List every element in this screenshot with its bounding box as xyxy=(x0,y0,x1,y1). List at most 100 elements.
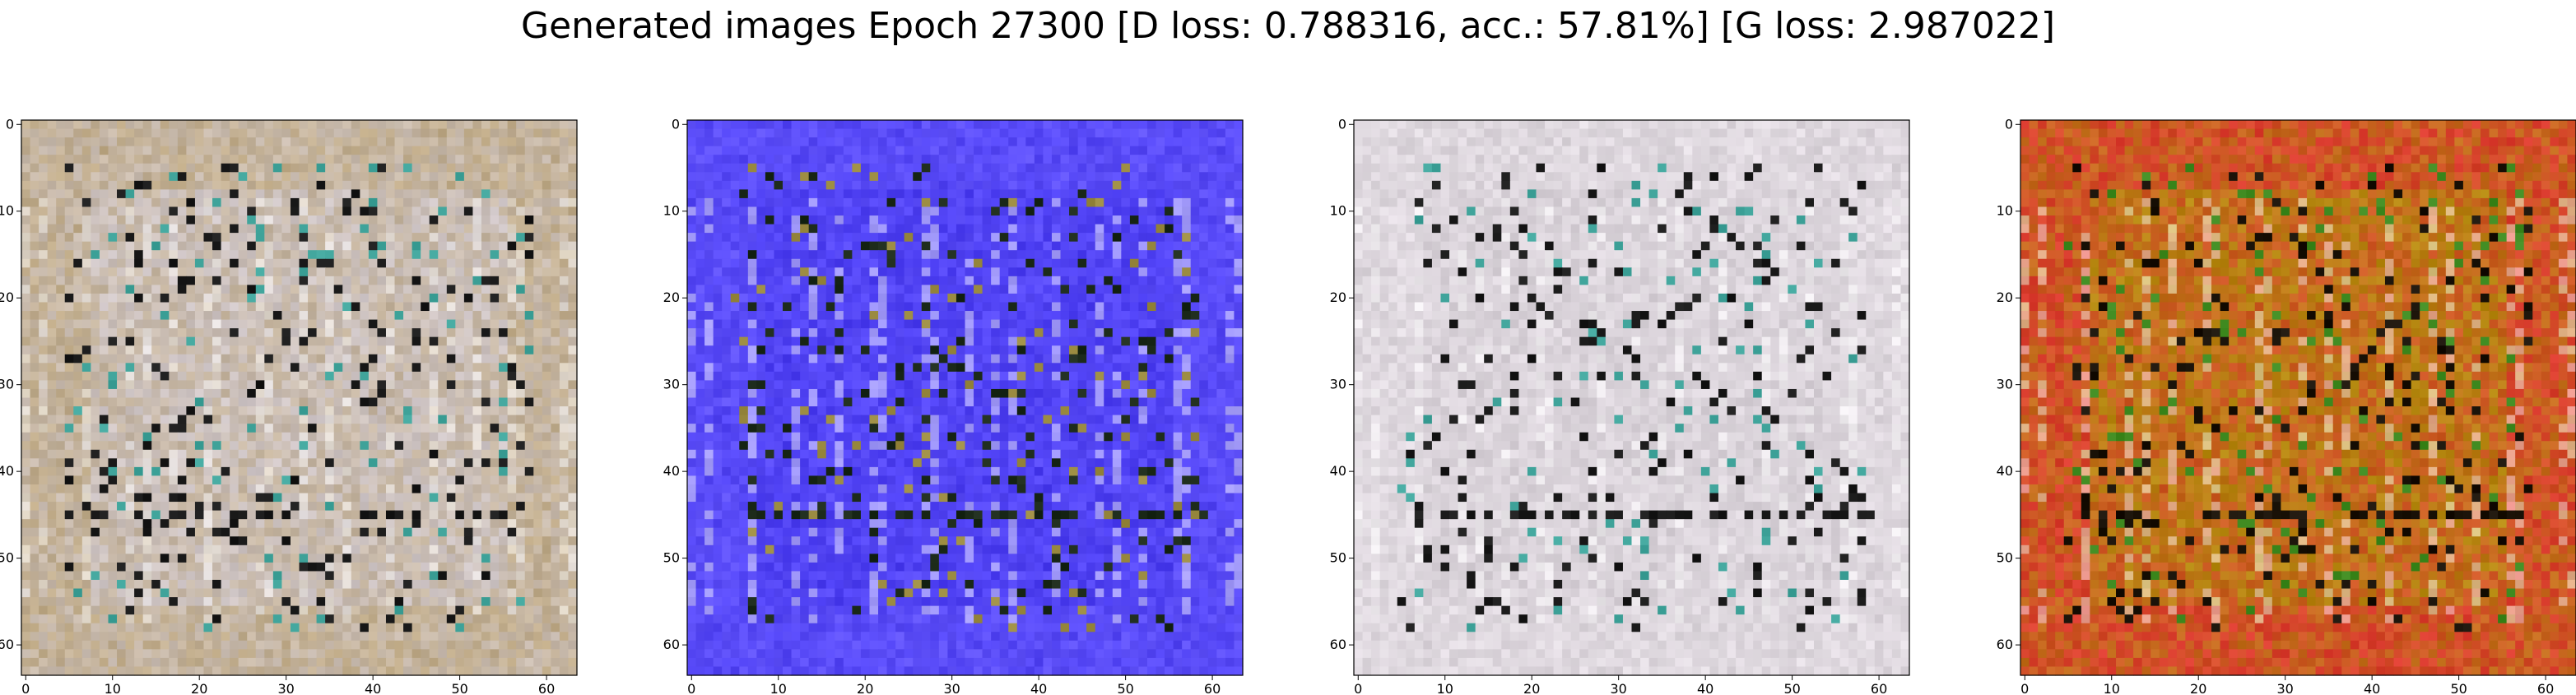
pixel xyxy=(255,458,265,468)
pixel xyxy=(394,614,404,624)
pixel xyxy=(308,380,318,390)
pixel xyxy=(247,363,257,373)
pixel xyxy=(21,632,31,642)
pixel xyxy=(325,233,335,243)
pixel xyxy=(403,519,413,529)
pixel xyxy=(385,215,396,225)
pixel xyxy=(125,354,135,364)
pixel xyxy=(551,406,560,416)
pixel xyxy=(490,649,500,659)
pixel xyxy=(108,502,118,512)
pixel xyxy=(499,544,509,554)
pixel xyxy=(177,189,187,199)
pixel xyxy=(212,128,222,138)
pixel xyxy=(333,449,343,459)
pixel xyxy=(247,206,257,216)
pixel xyxy=(472,250,482,260)
pixel xyxy=(1043,155,1053,164)
pixel xyxy=(21,614,31,624)
pixel xyxy=(403,424,413,433)
pixel xyxy=(177,449,187,459)
pixel xyxy=(930,155,940,164)
pixel xyxy=(412,632,421,642)
pixel xyxy=(333,632,343,642)
pixel xyxy=(142,363,152,373)
pixel xyxy=(281,120,291,130)
pixel xyxy=(316,258,326,268)
pixel xyxy=(1225,215,1235,225)
pixel xyxy=(825,120,835,130)
pixel xyxy=(507,657,517,668)
pixel xyxy=(499,475,509,485)
pixel xyxy=(559,128,570,138)
pixel xyxy=(160,493,170,503)
pixel xyxy=(342,328,352,338)
pixel xyxy=(30,614,40,624)
pixel xyxy=(568,241,578,251)
pixel xyxy=(524,285,534,294)
pixel xyxy=(704,128,714,138)
pixel xyxy=(542,562,551,572)
pixel xyxy=(429,484,439,494)
pixel xyxy=(455,657,465,668)
pixel xyxy=(385,458,396,468)
pixel xyxy=(472,449,482,459)
pixel xyxy=(568,657,578,668)
pixel xyxy=(559,441,570,451)
pixel xyxy=(230,510,239,520)
pixel xyxy=(73,258,83,268)
pixel xyxy=(999,172,1009,182)
pixel xyxy=(299,623,309,632)
pixel xyxy=(125,510,135,520)
pixel xyxy=(264,415,274,424)
pixel xyxy=(825,155,835,164)
pixel xyxy=(47,371,57,382)
pixel xyxy=(913,146,923,155)
pixel xyxy=(212,466,222,477)
pixel xyxy=(360,319,370,329)
pixel xyxy=(99,311,109,321)
pixel xyxy=(360,311,370,321)
pixel xyxy=(481,120,491,130)
pixel xyxy=(177,579,187,590)
pixel xyxy=(774,172,783,182)
pixel xyxy=(438,336,448,346)
pixel xyxy=(142,571,152,581)
pixel xyxy=(194,224,205,234)
pixel xyxy=(835,215,844,225)
pixel xyxy=(551,302,560,312)
pixel xyxy=(551,241,560,251)
pixel xyxy=(169,649,179,659)
pixel xyxy=(272,224,283,234)
pixel xyxy=(272,197,283,208)
pixel xyxy=(455,649,465,659)
pixel xyxy=(446,336,456,346)
pixel xyxy=(194,180,205,190)
pixel xyxy=(438,163,448,173)
pixel xyxy=(21,311,31,321)
pixel xyxy=(308,640,318,650)
pixel xyxy=(169,632,179,642)
pixel xyxy=(56,510,66,520)
pixel xyxy=(368,267,379,277)
pixel xyxy=(47,666,57,676)
pixel xyxy=(377,484,387,494)
pixel xyxy=(290,311,300,321)
pixel xyxy=(533,432,543,442)
pixel xyxy=(64,137,74,147)
pixel xyxy=(290,666,300,676)
pixel xyxy=(1182,224,1192,234)
pixel xyxy=(325,380,335,390)
pixel xyxy=(325,120,335,130)
pixel xyxy=(446,137,456,147)
pixel xyxy=(1173,163,1183,173)
pixel xyxy=(499,336,509,346)
pixel xyxy=(230,215,239,225)
pixel xyxy=(825,224,835,234)
pixel xyxy=(81,632,91,642)
pixel xyxy=(695,137,705,147)
pixel xyxy=(39,267,49,277)
pixel xyxy=(308,424,318,433)
pixel xyxy=(325,666,335,676)
pixel xyxy=(1016,197,1026,208)
